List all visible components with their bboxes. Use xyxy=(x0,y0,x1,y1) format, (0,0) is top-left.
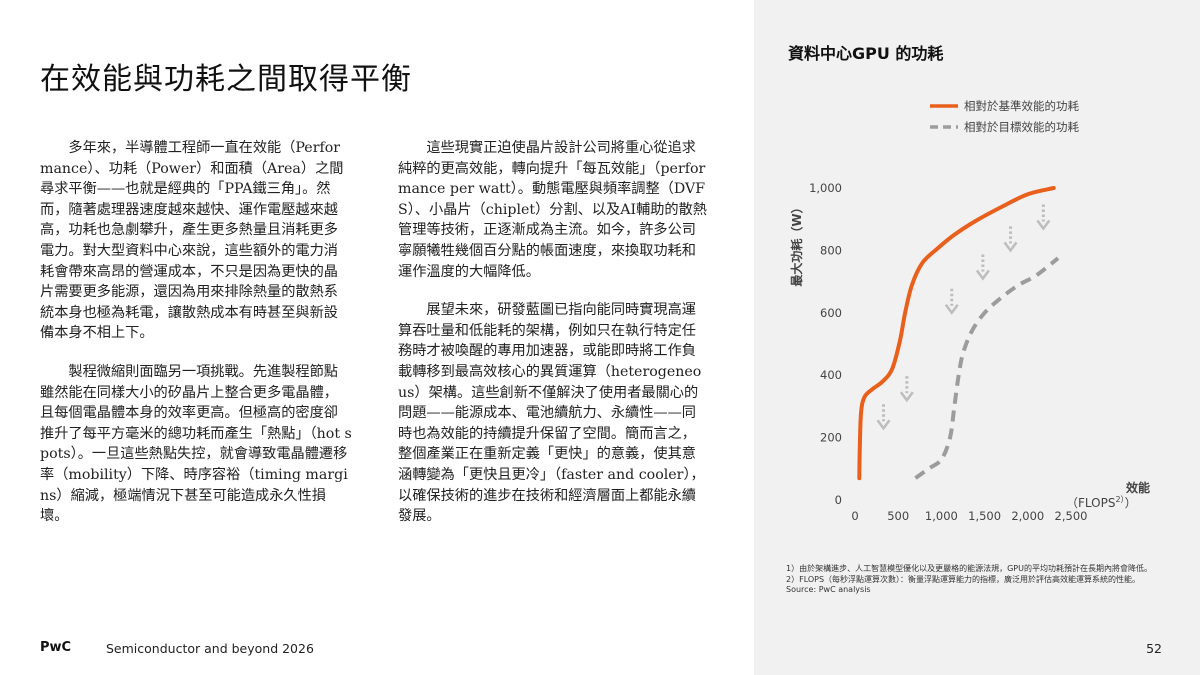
x-tick-label: 2,000 xyxy=(1011,509,1044,523)
x-tick-label: 1,000 xyxy=(925,509,958,523)
footer-brand: PwC xyxy=(40,640,72,655)
shift-arrow xyxy=(1003,226,1018,253)
shift-arrow xyxy=(944,288,959,315)
x-tick-label: 2,500 xyxy=(1055,509,1088,523)
x-tick-label: 1,500 xyxy=(968,509,1001,523)
body-column-left: 多年來，半導體工程師一直在效能（Performance）、功耗（Power）和面… xyxy=(40,138,352,545)
paragraph: 多年來，半導體工程師一直在效能（Performance）、功耗（Power）和面… xyxy=(40,140,344,342)
x-tick-label: 500 xyxy=(887,509,909,523)
legend-label-target: 相對於目標效能的功耗 xyxy=(964,120,1079,134)
x-axis-unit-sup: 2） xyxy=(1115,495,1124,504)
shift-arrow xyxy=(876,404,891,431)
x-axis-unit-main: （FLOPS xyxy=(1066,496,1115,510)
note-1: 1）由於架構進步、人工智慧模型優化以及更嚴格的能源法規，GPU的平均功耗預計在長… xyxy=(786,564,1152,573)
y-tick-label: 0 xyxy=(835,493,842,507)
x-axis-label: 效能 xyxy=(1126,480,1150,495)
y-tick-label: 1,000 xyxy=(809,181,842,195)
chart-title: 資料中心GPU 的功耗 xyxy=(788,44,944,63)
body-column-right: 這些現實正迫使晶片設計公司將重心從追求純粹的更高效能，轉向提升「每瓦效能」（pe… xyxy=(398,138,710,545)
x-axis-unit: （FLOPS2）） xyxy=(1066,495,1137,510)
page-number: 52 xyxy=(1146,641,1162,656)
gpu-power-chart: 相對於基準效能的功耗 相對於目標效能的功耗 最大功耗（W） 效能 （FLOPS2… xyxy=(789,99,1150,523)
footer-doc-title: Semiconductor and beyond 2026 xyxy=(106,641,314,656)
y-tick-label: 600 xyxy=(820,306,842,320)
chart-panel: 資料中心GPU 的功耗 相對於基準效能的功耗 相對於目標效能的功耗 最大功耗（W… xyxy=(754,0,1200,675)
y-axis-label: 最大功耗（W） xyxy=(789,201,804,286)
series-line-target xyxy=(914,256,1060,480)
paragraph: 展望未來，研發藍圖已指向能同時實現高運算吞吐量和低能耗的架構，例如只在執行特定任… xyxy=(398,302,705,525)
paragraph: 這些現實正迫使晶片設計公司將重心從追求純粹的更高效能，轉向提升「每瓦效能」（pe… xyxy=(398,140,707,280)
series-line-baseline xyxy=(857,186,1056,481)
x-tick-label: 0 xyxy=(851,509,858,523)
legend-label-baseline: 相對於基準效能的功耗 xyxy=(964,99,1079,113)
source-note: Source: PwC analysis xyxy=(786,585,871,594)
shift-arrow xyxy=(975,254,990,281)
shift-arrow xyxy=(899,376,914,403)
paragraph: 製程微縮則面臨另一項挑戰。先進製程節點雖然能在同樣大小的矽晶片上整合更多電晶體，… xyxy=(40,363,352,525)
x-axis-unit-close: ） xyxy=(1125,496,1137,510)
shift-arrow xyxy=(1036,204,1051,231)
note-2: 2）FLOPS（每秒浮點運算次數）：衡量浮點運算能力的指標，廣泛用於評估高效能運… xyxy=(786,574,1141,584)
page-title: 在效能與功耗之間取得平衡 xyxy=(40,62,412,98)
y-tick-label: 800 xyxy=(820,243,842,257)
y-tick-label: 200 xyxy=(820,431,842,445)
chart-notes: 1）由於架構進步、人工智慧模型優化以及更嚴格的能源法規，GPU的平均功耗預計在長… xyxy=(786,564,1166,596)
y-tick-label: 400 xyxy=(820,368,842,382)
